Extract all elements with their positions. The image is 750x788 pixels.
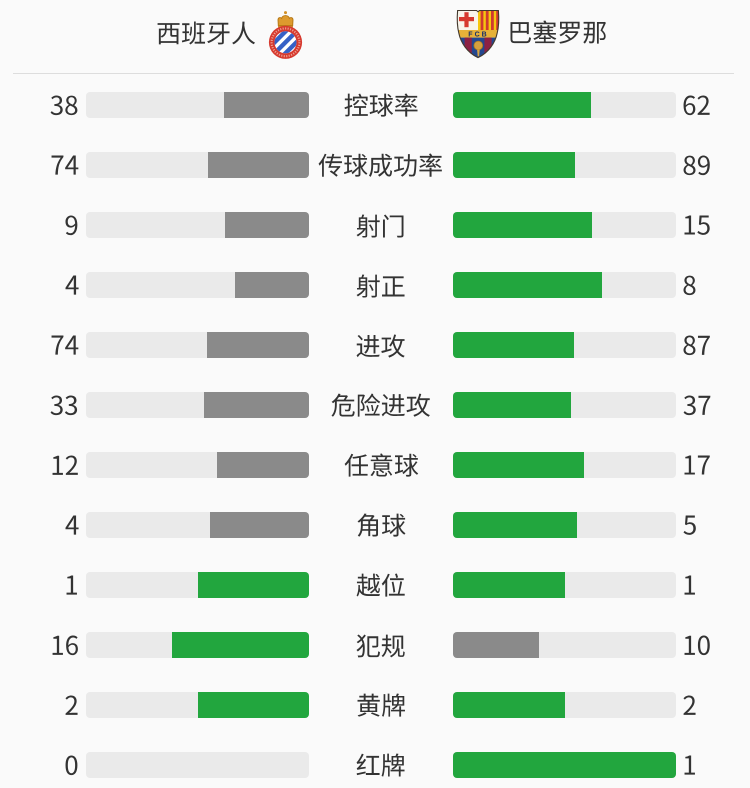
svg-text:FCB: FCB: [468, 31, 488, 38]
